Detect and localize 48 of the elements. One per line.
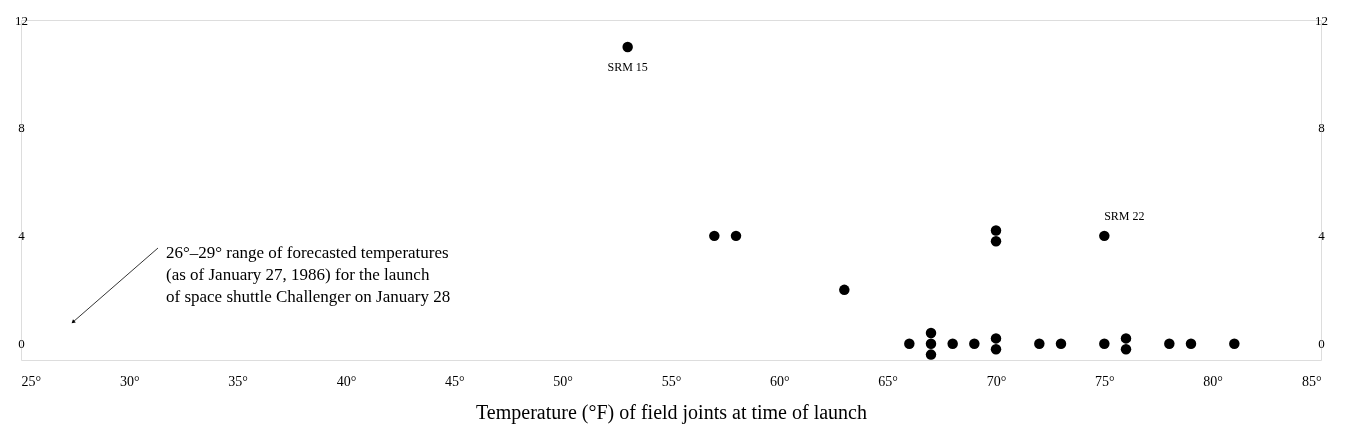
x-tick-label: 40° — [336, 373, 357, 389]
point — [990, 236, 1002, 247]
point — [990, 343, 1002, 355]
point — [1120, 333, 1132, 344]
x-tick-label: 60° — [770, 373, 790, 389]
y2-tick-label: 4 — [1318, 228, 1326, 244]
x-axis-title: Temperature (°F) of field joints at time of launch — [476, 400, 867, 424]
point — [730, 230, 742, 242]
point — [1099, 338, 1110, 350]
y2-tick-label: 0 — [1318, 336, 1325, 352]
point — [925, 327, 937, 339]
point — [1055, 338, 1067, 350]
x-tick-label: 25° — [21, 373, 42, 389]
y-tick-label: 12 — [15, 12, 28, 28]
annotation: SRM 22 — [1104, 208, 1145, 223]
point — [1164, 338, 1175, 350]
x-tick-label: 85° — [1301, 373, 1322, 389]
point — [1229, 338, 1240, 350]
point — [709, 230, 720, 242]
x-tick-label: 30° — [120, 373, 140, 389]
point — [622, 41, 633, 53]
point — [839, 284, 850, 296]
y-tick-label: 8 — [18, 120, 25, 136]
y-tick-label: 4 — [18, 228, 26, 244]
x-tick-label: 75° — [1095, 373, 1115, 389]
point — [1099, 230, 1110, 242]
point — [1185, 338, 1197, 350]
x-tick-label: 45° — [445, 373, 465, 389]
x-tick-label: 80° — [1203, 373, 1223, 389]
point — [925, 338, 937, 350]
annotation: 26°–29° range of forecasted temperatures (as of January 27, 1986) for the launch of space shuttle Challenger on January 28 — [166, 243, 451, 306]
x-tick-label: 70° — [986, 373, 1007, 389]
annotation: SRM 15 — [607, 59, 648, 74]
point — [947, 338, 958, 350]
point — [1034, 338, 1045, 350]
y2-tick-label: 8 — [1318, 120, 1325, 136]
y2-tick-label: 12 — [1315, 12, 1328, 28]
point — [904, 338, 915, 350]
point — [990, 225, 1002, 236]
x-tick-label: 50° — [553, 373, 573, 389]
point — [925, 349, 937, 360]
point — [990, 333, 1002, 344]
y-tick-label: 0 — [18, 336, 25, 352]
point — [1120, 343, 1132, 355]
x-tick-label: 55° — [661, 373, 682, 389]
x-tick-label: 35° — [228, 373, 248, 389]
point — [969, 338, 980, 350]
x-tick-label: 65° — [878, 373, 898, 389]
